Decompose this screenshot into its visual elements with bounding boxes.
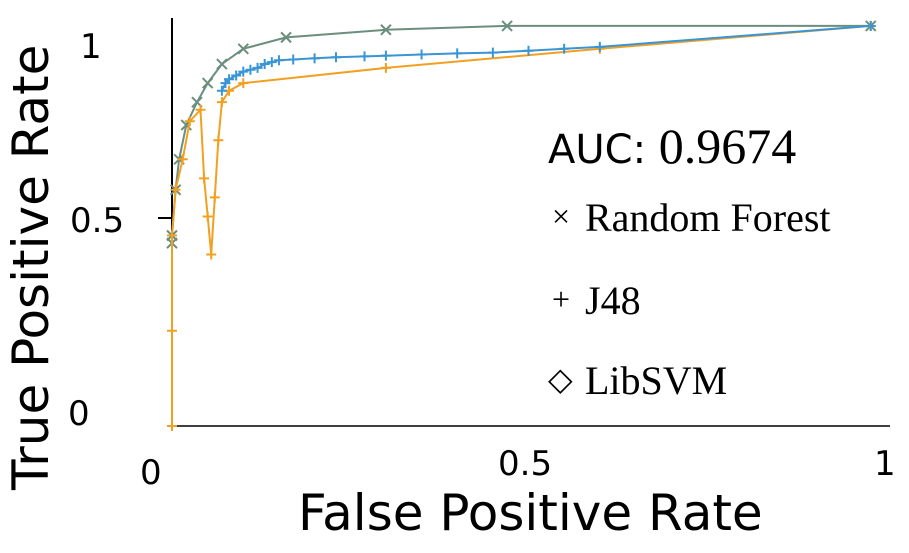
data-point-random-forest <box>280 31 292 44</box>
y-tick-label: 0.5 <box>70 201 124 241</box>
legend-marker-diamond-icon: ◇ <box>548 361 573 397</box>
data-point-j48 <box>224 74 235 85</box>
data-point-j48 <box>416 49 427 60</box>
data-point-j48 <box>380 50 391 61</box>
legend-entry-random-forest: × Random Forest <box>552 195 831 240</box>
data-point-j48 <box>238 66 249 77</box>
x-tick-label: 0 <box>140 453 162 493</box>
data-point-libsvm <box>199 173 210 184</box>
data-point-j48 <box>359 51 370 62</box>
data-point-libsvm <box>380 62 391 73</box>
data-point-j48 <box>309 53 320 64</box>
data-point-libsvm <box>170 184 181 195</box>
auc-annotation: AUC: 0.9674 <box>548 118 796 174</box>
x-axis-title: False Positive Rate <box>298 484 763 542</box>
data-point-random-forest <box>501 20 513 32</box>
data-point-j48 <box>216 85 227 96</box>
data-point-libsvm <box>202 211 213 222</box>
y-axis-title: True Positive Rate <box>2 45 60 491</box>
data-point-libsvm <box>167 230 177 241</box>
series-line-j48 <box>220 24 871 92</box>
series-layer <box>166 20 877 431</box>
data-point-libsvm <box>238 78 249 89</box>
series-line-libsvm <box>171 24 871 426</box>
legend-marker-plus-icon: + <box>552 281 570 317</box>
data-point-j48 <box>330 52 341 63</box>
data-point-j48 <box>865 20 876 31</box>
data-point-libsvm <box>177 154 188 165</box>
data-point-libsvm <box>167 421 177 431</box>
auc-value: 0.9674 <box>659 118 797 174</box>
data-point-j48 <box>231 70 242 81</box>
legend: × Random Forest + J48 ◇ LibSVM <box>548 195 831 403</box>
data-point-j48 <box>245 64 256 75</box>
series-libsvm <box>167 20 876 431</box>
data-point-j48 <box>288 54 299 65</box>
data-point-libsvm <box>206 249 217 260</box>
data-point-random-forest <box>237 43 250 55</box>
data-point-j48 <box>594 41 605 52</box>
x-tick-label: 0.5 <box>498 444 552 484</box>
data-point-random-forest <box>201 77 214 89</box>
legend-label: J48 <box>585 278 641 323</box>
data-point-libsvm <box>213 135 224 146</box>
data-point-j48 <box>252 62 263 73</box>
y-tick-labels: 1 0.5 0 <box>68 27 124 434</box>
data-point-libsvm <box>195 104 206 115</box>
legend-marker-x-icon: × <box>552 198 570 234</box>
legend-entry-libsvm: ◇ LibSVM <box>548 358 727 403</box>
legend-label: LibSVM <box>585 358 727 403</box>
data-point-j48 <box>559 43 570 54</box>
y-tick-label: 1 <box>80 27 102 67</box>
data-point-libsvm <box>216 97 227 108</box>
data-point-random-forest <box>216 58 228 70</box>
auc-label: AUC: <box>548 127 659 173</box>
data-point-j48 <box>273 55 284 66</box>
data-point-j48 <box>452 48 463 59</box>
x-tick-labels: 0 0.5 1 <box>140 444 896 493</box>
data-point-libsvm <box>167 325 177 336</box>
legend-label: Random Forest <box>585 195 831 240</box>
data-point-j48 <box>259 59 270 70</box>
data-point-random-forest <box>380 24 392 36</box>
legend-entry-j48: + J48 <box>552 278 641 323</box>
series-j48 <box>216 20 876 96</box>
y-tick-label: 0 <box>68 394 90 434</box>
data-point-libsvm <box>209 192 220 203</box>
data-point-j48 <box>487 47 498 58</box>
data-point-j48 <box>266 57 277 68</box>
data-point-libsvm <box>184 116 195 127</box>
x-tick-label: 1 <box>874 444 896 484</box>
data-point-j48 <box>523 45 534 56</box>
